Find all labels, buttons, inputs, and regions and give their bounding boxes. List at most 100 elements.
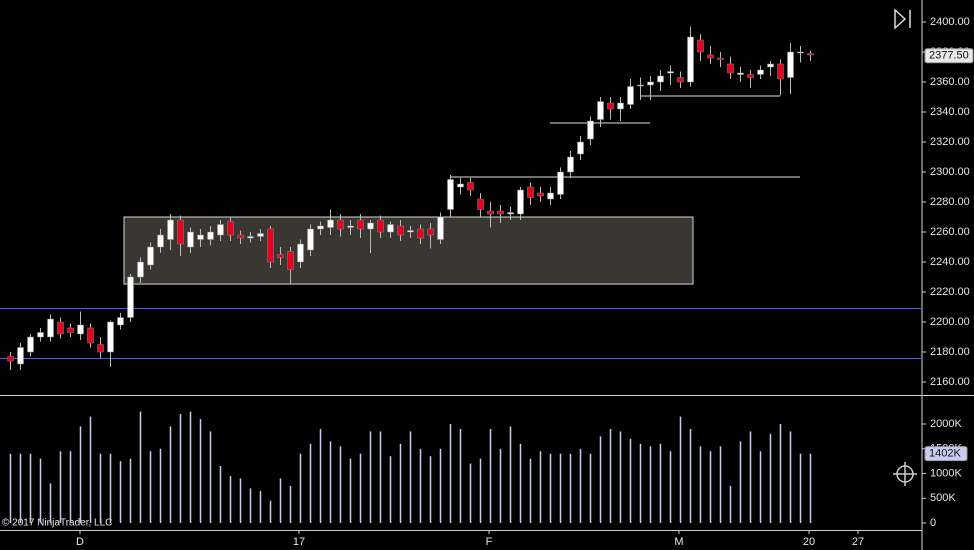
candle-body	[467, 182, 474, 191]
candle-body	[737, 72, 744, 75]
candle-body	[557, 171, 564, 195]
candle-body	[287, 251, 294, 270]
volume-marker-label: 1402K	[929, 448, 961, 460]
candle-body	[487, 210, 494, 215]
candle-body	[597, 101, 604, 120]
candle-body	[207, 231, 214, 240]
y-tick-label: 2360.00	[930, 76, 970, 88]
candle-body	[757, 69, 764, 75]
y-tick-label: 2180.00	[930, 346, 970, 358]
candle-body	[397, 225, 404, 236]
candle-body	[767, 63, 774, 68]
candle-body	[127, 276, 134, 318]
candle-body	[687, 36, 694, 83]
candle-body	[617, 102, 624, 110]
y-tick-label: 2000K	[930, 418, 962, 430]
candle-body	[37, 332, 44, 338]
candle-body	[527, 186, 534, 198]
candle-body	[97, 344, 104, 353]
candle-body	[517, 189, 524, 215]
candle-body	[407, 230, 414, 233]
y-tick-label: 2320.00	[930, 136, 970, 148]
candle-body	[667, 71, 674, 74]
candle-body	[307, 228, 314, 251]
candle-body	[337, 219, 344, 230]
zone-box	[123, 216, 694, 285]
candle-body	[377, 219, 384, 233]
candle-body	[137, 261, 144, 278]
candle-body	[747, 74, 754, 78]
y-tick-label: 2280.00	[930, 196, 970, 208]
candle-body	[257, 233, 264, 237]
candle-body	[497, 210, 504, 215]
candle-body	[247, 236, 254, 239]
candle-body	[797, 51, 804, 54]
price-marker	[924, 48, 974, 64]
candle-body	[427, 228, 434, 236]
candle-body	[587, 120, 594, 140]
x-tick-label: 27	[852, 536, 864, 548]
candle-body	[357, 219, 364, 230]
candle-body	[387, 224, 394, 233]
collapse-icon[interactable]	[894, 8, 911, 30]
candle-body	[627, 86, 634, 105]
candle-body	[697, 39, 704, 53]
candle-body	[437, 216, 444, 240]
candle-body	[107, 321, 114, 353]
candle-body	[807, 53, 814, 56]
candle-body	[47, 318, 54, 338]
copyright: © 2017 NinjaTrader, LLC	[2, 518, 112, 529]
candle-body	[727, 63, 734, 74]
candle-body	[447, 179, 454, 210]
x-tick-label: 20	[803, 536, 815, 548]
candle-body	[787, 51, 794, 78]
candle-body	[677, 77, 684, 83]
candle-body	[217, 224, 224, 236]
candle-body	[657, 75, 664, 83]
candle-body	[317, 225, 324, 230]
price-marker-label: 2377.50	[929, 50, 969, 62]
candle-body	[157, 234, 164, 248]
x-tick-label: F	[486, 536, 493, 548]
candle-body	[607, 102, 614, 110]
candle-body	[187, 231, 194, 248]
x-tick-label: D	[76, 536, 84, 548]
candle-body	[237, 234, 244, 239]
y-tick-label: 2220.00	[930, 286, 970, 298]
candle-body	[577, 141, 584, 155]
y-tick-label: 2300.00	[930, 166, 970, 178]
y-tick-label: 2200.00	[930, 316, 970, 328]
candle-body	[227, 221, 234, 236]
x-tick-label: 17	[293, 536, 305, 548]
candle-body	[647, 81, 654, 86]
candle-body	[17, 347, 24, 365]
candle-body	[117, 317, 124, 326]
candle-body	[347, 225, 354, 228]
candle-body	[77, 324, 84, 335]
candle-body	[417, 228, 424, 239]
candle-body	[297, 243, 304, 263]
candle-body	[777, 63, 784, 80]
y-tick-label: 2400.00	[930, 16, 970, 28]
candle-body	[7, 356, 14, 362]
candle-body	[167, 219, 174, 240]
candle-body	[177, 219, 184, 245]
candle-body	[197, 234, 204, 240]
candle-body	[267, 228, 274, 263]
candle-body	[547, 192, 554, 200]
candle-body	[277, 254, 284, 258]
y-tick-label: 500K	[930, 492, 956, 504]
candle-body	[327, 219, 334, 228]
candle-body	[147, 246, 154, 266]
candle-body	[717, 57, 724, 60]
x-tick-label: M	[674, 536, 683, 548]
candle-body	[367, 222, 374, 230]
crosshair-icon[interactable]	[893, 462, 917, 486]
y-tick-label: 2240.00	[930, 256, 970, 268]
candle-body	[707, 54, 714, 59]
candle-body	[537, 192, 544, 197]
candle-body	[567, 156, 574, 173]
volume-marker	[924, 446, 968, 462]
